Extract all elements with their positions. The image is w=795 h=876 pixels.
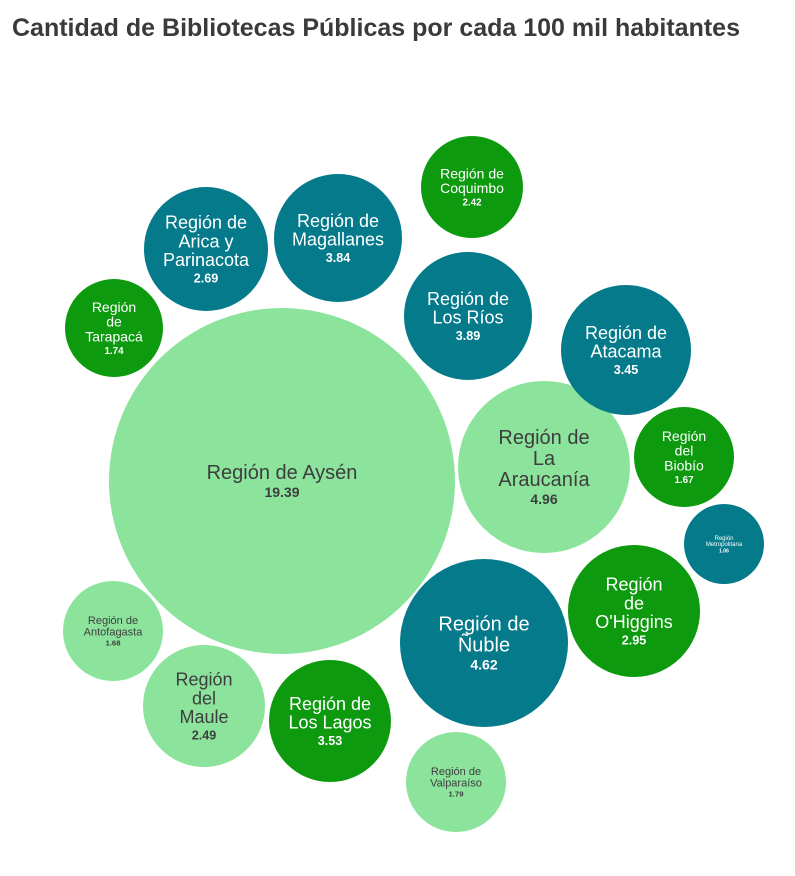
bubble-value-label: 2.69	[194, 271, 219, 285]
bubble-value-label: 2.49	[192, 728, 217, 742]
bubble-value-label: 3.53	[318, 734, 343, 748]
bubble-circle	[684, 504, 764, 584]
bubble-value-label: 2.95	[622, 633, 647, 647]
bubble-value-label: 1.06	[719, 548, 729, 554]
bubble-label-line: Tarapacá	[85, 328, 143, 344]
bubble-label-line: Región de Aysén	[207, 462, 358, 484]
bubble-label-line: Región de	[427, 289, 509, 309]
bubble-value-label: 3.89	[456, 329, 481, 343]
bubble-circle	[63, 581, 163, 681]
bubble-circle	[269, 660, 391, 782]
bubble-label-line: La	[533, 448, 556, 470]
bubble-label-line: Antofagasta	[84, 627, 144, 639]
bubble-value-label: 1.67	[674, 475, 694, 486]
bubble-label-line: del	[675, 443, 694, 459]
bubble-value-label: 3.45	[614, 363, 639, 377]
bubble-label-line: Región de	[88, 615, 138, 627]
bubble-label-line: Metropolitana	[706, 542, 743, 548]
bubble-value-label: 1.79	[449, 790, 464, 799]
bubble-label-line: Región de	[165, 212, 247, 232]
bubble-circle	[143, 645, 265, 767]
bubble-label-line: Atacama	[590, 342, 662, 362]
bubble-value-label: 4.62	[470, 657, 497, 673]
bubble-label-line: Región	[175, 669, 232, 689]
bubble-value-label: 4.96	[530, 491, 557, 507]
bubble-label-line: Valparaíso	[430, 778, 482, 790]
bubble-label-line: Biobío	[664, 457, 704, 473]
bubble-value-label: 3.84	[326, 251, 351, 265]
bubble-label-line: Región	[605, 574, 662, 594]
bubble-label-line: de	[106, 314, 122, 330]
bubble-label-line: Región de	[438, 614, 529, 636]
bubble-circle	[634, 407, 734, 507]
bubble-label-line: Coquimbo	[440, 180, 504, 196]
bubble-value-label: 19.39	[264, 484, 299, 500]
bubble-label-line: Los Ríos	[432, 308, 503, 328]
bubble-label-line: Magallanes	[292, 230, 384, 250]
bubble-label-line: Región de	[585, 323, 667, 343]
bubble-circle	[406, 732, 506, 832]
chart-title: Cantidad de Bibliotecas Públicas por cad…	[12, 14, 740, 42]
bubble-label-line: Ñuble	[458, 633, 510, 657]
bubble-label-line: Maule	[179, 707, 228, 727]
bubble-label-line: de	[624, 593, 644, 613]
bubble-label-line: Arica y	[178, 231, 233, 251]
bubble-circle	[561, 285, 691, 415]
bubble-circle	[568, 545, 700, 677]
bubble-label-line: Región	[714, 536, 733, 542]
bubble-circle	[421, 136, 523, 238]
bubble-label-line: O'Higgins	[595, 612, 672, 632]
bubble-value-label: 1.68	[106, 639, 122, 648]
bubble-label-line: Araucanía	[498, 469, 590, 491]
bubble-label-line: Región de	[289, 694, 371, 714]
bubble-circle	[400, 559, 568, 727]
bubble-label-line: Región	[92, 299, 136, 315]
bubble-value-label: 1.74	[104, 346, 124, 357]
bubble-label-line: Región de	[431, 766, 481, 778]
bubble-label-line: Región de	[297, 211, 379, 231]
bubble-circle	[65, 279, 163, 377]
bubble-circle	[274, 174, 402, 302]
bubble-label-line: Región de	[498, 427, 589, 449]
bubble-label-line: Parinacota	[163, 250, 250, 270]
bubble-circle	[109, 308, 455, 654]
bubble-label-line: Región de	[440, 165, 504, 181]
bubble-circle	[404, 252, 532, 380]
bubble-label-line: Región	[662, 428, 706, 444]
bubble-label-line: Los Lagos	[288, 713, 371, 733]
bubble-circle	[458, 381, 630, 553]
bubble-value-label: 2.42	[462, 198, 482, 209]
bubble-circle	[144, 187, 268, 311]
bubble-label-line: del	[192, 688, 216, 708]
